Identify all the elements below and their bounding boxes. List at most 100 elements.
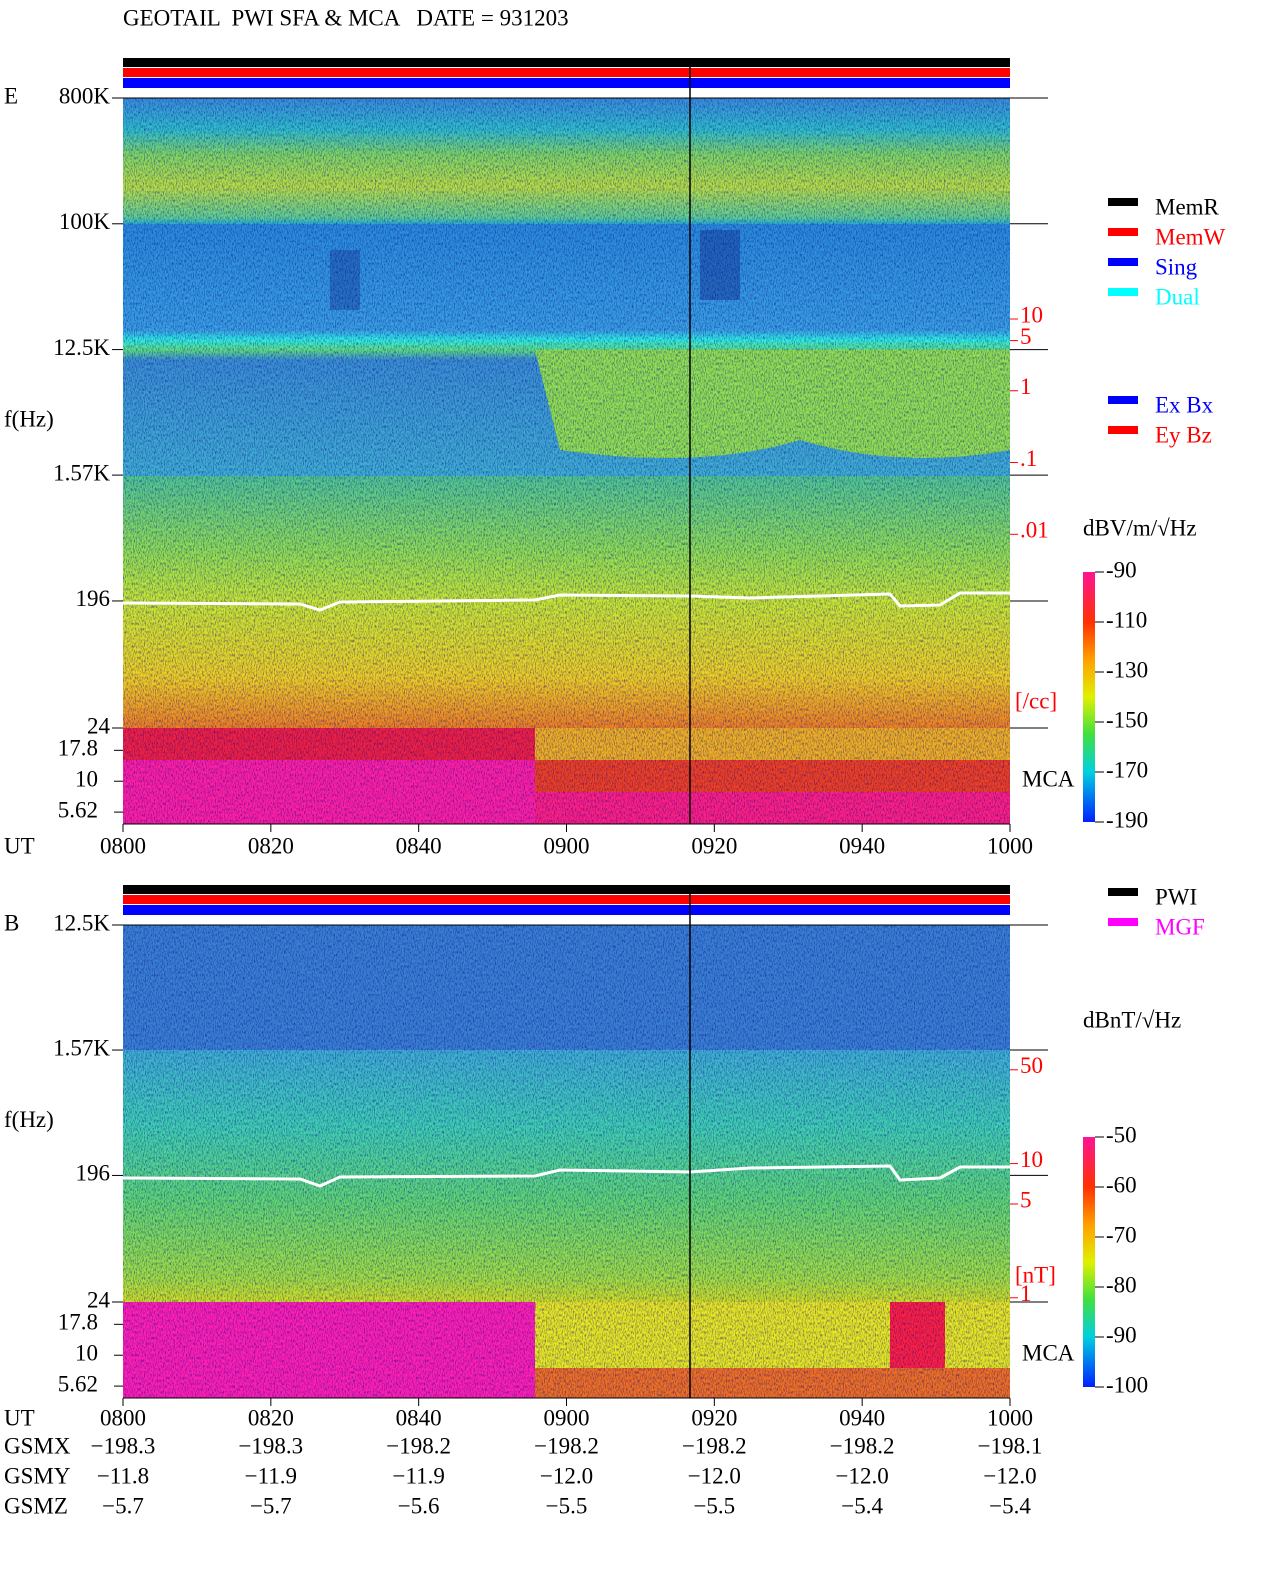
ephemeris-value: −12.0 bbox=[983, 1463, 1036, 1488]
x-tick-label: 0940 bbox=[839, 1405, 885, 1430]
y2-tick-label: .1 bbox=[1020, 446, 1037, 471]
x-tick-label: 0800 bbox=[100, 833, 146, 858]
x-tick-label: 0920 bbox=[691, 833, 737, 858]
mca-label: MCA bbox=[1022, 1340, 1075, 1365]
colorbar-tick-label: -130 bbox=[1106, 657, 1148, 682]
legend-swatch bbox=[1108, 258, 1138, 266]
y2-tick-label: 1 bbox=[1020, 1281, 1032, 1306]
ephemeris-value: −5.5 bbox=[693, 1493, 735, 1518]
mca-tick-label: 10 bbox=[75, 1340, 98, 1365]
mca-tick-label: 5.62 bbox=[58, 797, 98, 822]
y-tick-label: 12.5K bbox=[53, 910, 110, 935]
ephemeris-value: −198.3 bbox=[238, 1433, 303, 1458]
ephemeris-label: GSMZ bbox=[4, 1493, 68, 1518]
x-tick-label: 0840 bbox=[396, 1405, 442, 1430]
y2-tick-label: 50 bbox=[1020, 1053, 1043, 1078]
colorbar-tick-label: -170 bbox=[1106, 757, 1148, 782]
x-tick-label: 0820 bbox=[248, 833, 294, 858]
ephemeris-value: −198.2 bbox=[682, 1433, 747, 1458]
legend-label: MemW bbox=[1155, 224, 1226, 249]
x-tick-label: 0920 bbox=[691, 1405, 737, 1430]
mca-label: MCA bbox=[1022, 766, 1075, 791]
legend-label: Dual bbox=[1155, 284, 1200, 309]
ephemeris-value: −5.4 bbox=[841, 1493, 883, 1518]
colorbar-tick-label: -150 bbox=[1106, 707, 1148, 732]
legend-label: PWI bbox=[1155, 884, 1197, 909]
mca-tick-label: 17.8 bbox=[58, 1310, 98, 1335]
y-tick-label: 100K bbox=[59, 209, 111, 234]
colorbar-tick-label: -100 bbox=[1106, 1372, 1148, 1397]
y-axis-label: f(Hz) bbox=[4, 1107, 54, 1132]
y2-tick-label: 5 bbox=[1020, 1187, 1032, 1212]
legend-label: Ey Bz bbox=[1155, 422, 1212, 447]
ephemeris-value: −198.2 bbox=[830, 1433, 895, 1458]
x-tick-label: 0820 bbox=[248, 1405, 294, 1430]
x-tick-label: 1000 bbox=[987, 833, 1033, 858]
ephemeris-value: −5.6 bbox=[398, 1493, 440, 1518]
ephemeris-value: −5.4 bbox=[989, 1493, 1031, 1518]
y2-tick-label: 10 bbox=[1020, 302, 1043, 327]
x-tick-label: 0840 bbox=[396, 833, 442, 858]
y-tick-label: 196 bbox=[76, 1161, 111, 1186]
legend-label: MemR bbox=[1155, 194, 1220, 219]
colorbar-tick-label: -50 bbox=[1106, 1122, 1137, 1147]
colorbar bbox=[1083, 572, 1095, 822]
ephemeris-label: GSMX bbox=[4, 1433, 71, 1458]
ephemeris-value: −198.3 bbox=[91, 1433, 156, 1458]
y2-axis-label: [/cc] bbox=[1015, 688, 1057, 713]
ephemeris-value: −198.2 bbox=[386, 1433, 451, 1458]
legend-swatch bbox=[1108, 888, 1138, 896]
x-tick-label: 1000 bbox=[987, 1405, 1033, 1430]
x-tick-label: 0940 bbox=[839, 833, 885, 858]
ephemeris-value: −5.7 bbox=[102, 1493, 144, 1518]
y-tick-label: 24 bbox=[87, 713, 111, 738]
y2-axis-label: [nT] bbox=[1015, 1262, 1056, 1287]
ephemeris-value: −12.0 bbox=[540, 1463, 593, 1488]
x-tick-label: 0900 bbox=[544, 833, 590, 858]
colorbar-tick-label: -80 bbox=[1106, 1272, 1137, 1297]
y-tick-label: 24 bbox=[87, 1287, 111, 1312]
legend-swatch bbox=[1108, 228, 1138, 236]
ephemeris-value: −198.2 bbox=[534, 1433, 599, 1458]
ephemeris-value: −12.0 bbox=[836, 1463, 889, 1488]
legend-swatch bbox=[1108, 198, 1138, 206]
panel-label: E bbox=[4, 83, 18, 108]
ephemeris-value: −12.0 bbox=[688, 1463, 741, 1488]
y-tick-label: 196 bbox=[76, 586, 111, 611]
ephemeris-value: −11.9 bbox=[245, 1463, 297, 1488]
colorbar-tick-label: -90 bbox=[1106, 1322, 1137, 1347]
ephemeris-value: −11.9 bbox=[392, 1463, 444, 1488]
legend-swatch bbox=[1108, 918, 1138, 926]
legend-swatch bbox=[1108, 396, 1138, 404]
y2-tick-label: 10 bbox=[1020, 1147, 1043, 1172]
ephemeris-value: −198.1 bbox=[978, 1433, 1043, 1458]
y-tick-label: 1.57K bbox=[53, 1035, 110, 1060]
ephemeris-label: GSMY bbox=[4, 1463, 71, 1488]
legend-swatch bbox=[1108, 426, 1138, 434]
mca-tick-label: 10 bbox=[75, 766, 98, 791]
colorbar-label: dBV/m/√Hz bbox=[1083, 515, 1197, 540]
legend-label: Ex Bx bbox=[1155, 392, 1214, 417]
status-bars bbox=[123, 58, 1010, 1398]
x-tick-label: 0900 bbox=[544, 1405, 590, 1430]
legend-label: MGF bbox=[1155, 914, 1205, 939]
ephemeris-value: −5.7 bbox=[250, 1493, 292, 1518]
colorbar-tick-label: -70 bbox=[1106, 1222, 1137, 1247]
ephemeris-value: −11.8 bbox=[97, 1463, 149, 1488]
legend-label: Sing bbox=[1155, 254, 1198, 279]
y2-tick-label: .01 bbox=[1020, 518, 1049, 543]
x-axis-label: UT bbox=[4, 833, 35, 858]
spectrogram-b bbox=[122, 925, 1010, 1398]
y2-tick-label: 1 bbox=[1020, 374, 1032, 399]
y-axis-label: f(Hz) bbox=[4, 406, 54, 431]
colorbar-tick-label: -90 bbox=[1106, 557, 1137, 582]
colorbar-tick-label: -110 bbox=[1106, 607, 1147, 632]
x-tick-label: 0800 bbox=[100, 1405, 146, 1430]
page-title: GEOTAIL PWI SFA & MCA DATE = 931203 bbox=[123, 5, 569, 30]
colorbar-tick-label: -190 bbox=[1106, 807, 1148, 832]
legend-swatch bbox=[1108, 288, 1138, 296]
mca-tick-label: 5.62 bbox=[58, 1371, 98, 1396]
colorbar-tick-label: -60 bbox=[1106, 1172, 1137, 1197]
mca-tick-label: 17.8 bbox=[58, 736, 98, 761]
